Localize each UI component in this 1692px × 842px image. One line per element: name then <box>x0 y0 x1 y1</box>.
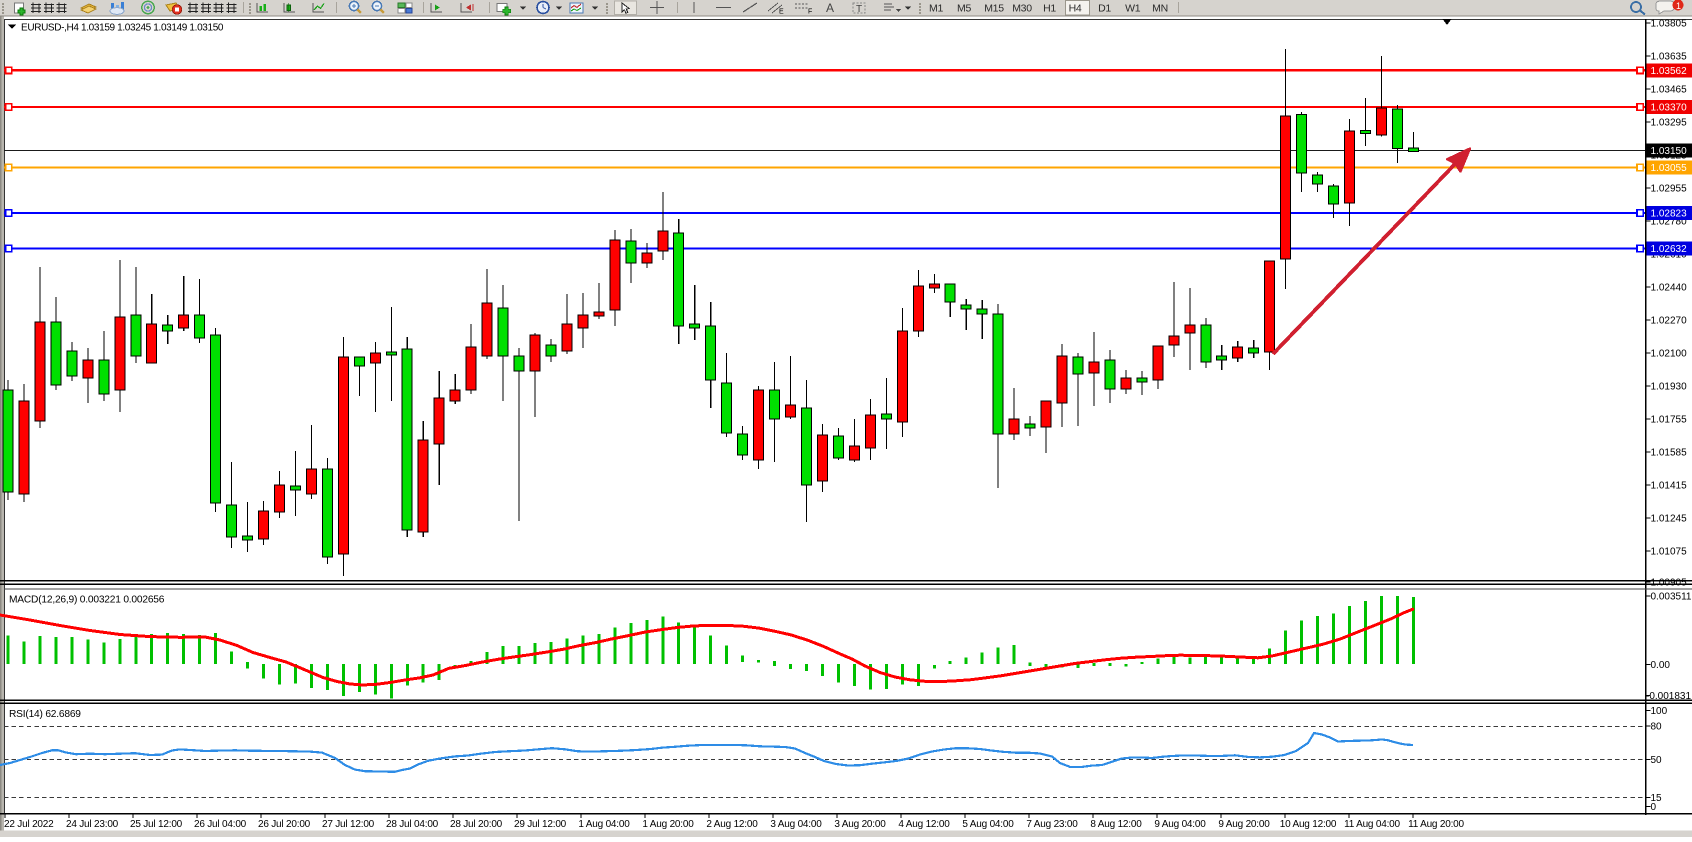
svg-text:4 Aug 12:00: 4 Aug 12:00 <box>898 819 950 830</box>
svg-text:2 Aug 12:00: 2 Aug 12:00 <box>706 819 758 830</box>
svg-text:1.03805: 1.03805 <box>1651 19 1688 30</box>
svg-text:1.03465: 1.03465 <box>1651 85 1688 96</box>
svg-text:9 Aug 04:00: 9 Aug 04:00 <box>1154 819 1206 830</box>
svg-text:D1: D1 <box>1098 3 1111 15</box>
svg-text:1: 1 <box>1676 1 1681 11</box>
svg-text:26 Jul 04:00: 26 Jul 04:00 <box>194 819 247 830</box>
svg-text:1.03295: 1.03295 <box>1651 118 1688 129</box>
svg-text:27 Jul 12:00: 27 Jul 12:00 <box>322 819 375 830</box>
svg-text:3 Aug 04:00: 3 Aug 04:00 <box>770 819 822 830</box>
svg-text:A: A <box>826 1 834 15</box>
svg-text:5 Aug 04:00: 5 Aug 04:00 <box>962 819 1014 830</box>
svg-text:F: F <box>808 9 812 16</box>
svg-text:1.00905: 1.00905 <box>1651 578 1688 589</box>
svg-text:1.02270: 1.02270 <box>1651 316 1688 327</box>
svg-text:-0.001831: -0.001831 <box>1646 691 1691 702</box>
svg-text:10 Aug 12:00: 10 Aug 12:00 <box>1280 819 1337 830</box>
svg-text:22 Jul 2022: 22 Jul 2022 <box>4 819 54 830</box>
svg-text:1.01245: 1.01245 <box>1651 514 1688 525</box>
svg-text:RSI(14) 62.6869: RSI(14) 62.6869 <box>9 709 81 720</box>
svg-text:1.01075: 1.01075 <box>1651 547 1688 558</box>
svg-text:9 Aug 20:00: 9 Aug 20:00 <box>1218 819 1270 830</box>
svg-text:1.03370: 1.03370 <box>1651 103 1688 114</box>
svg-text:MACD(12,26,9) 0.003221 0.00265: MACD(12,26,9) 0.003221 0.002656 <box>9 595 165 606</box>
svg-text:1.02823: 1.02823 <box>1651 209 1688 220</box>
svg-text:EURUSD-,H4 1.03159 1.03245 1.: EURUSD-,H4 1.03159 1.03245 1.03149 1.031… <box>21 23 224 34</box>
svg-text:1.02632: 1.02632 <box>1651 244 1688 255</box>
svg-text:1.02440: 1.02440 <box>1651 283 1688 294</box>
svg-text:1.03635: 1.03635 <box>1651 52 1688 63</box>
svg-text:1.01755: 1.01755 <box>1651 415 1688 426</box>
svg-text:1 Aug 20:00: 1 Aug 20:00 <box>642 819 694 830</box>
svg-text:1.02955: 1.02955 <box>1651 184 1688 195</box>
svg-text:11 Aug 04:00: 11 Aug 04:00 <box>1344 819 1400 830</box>
svg-text:1 Aug 04:00: 1 Aug 04:00 <box>578 819 630 830</box>
svg-text:11 Aug 20:00: 11 Aug 20:00 <box>1408 819 1464 830</box>
svg-text:T: T <box>856 4 862 15</box>
svg-text:E: E <box>779 9 784 16</box>
svg-text:1.03562: 1.03562 <box>1651 66 1688 77</box>
svg-text:25 Jul 12:00: 25 Jul 12:00 <box>130 819 183 830</box>
svg-text:0: 0 <box>1651 802 1657 813</box>
svg-text:28 Jul 04:00: 28 Jul 04:00 <box>386 819 439 830</box>
svg-text:1.01415: 1.01415 <box>1651 481 1688 492</box>
svg-text:0.003511: 0.003511 <box>1651 592 1692 603</box>
svg-text:1.03055: 1.03055 <box>1651 163 1688 174</box>
svg-text:M5: M5 <box>957 3 971 15</box>
svg-text:50: 50 <box>1651 755 1663 766</box>
svg-text:8 Aug 12:00: 8 Aug 12:00 <box>1090 819 1142 830</box>
svg-text:M30: M30 <box>1012 3 1032 15</box>
svg-text:M1: M1 <box>929 3 943 15</box>
svg-text:1.01930: 1.01930 <box>1651 382 1688 393</box>
svg-text:0.00: 0.00 <box>1651 660 1671 671</box>
svg-text:H1: H1 <box>1043 3 1056 15</box>
svg-text:28 Jul 20:00: 28 Jul 20:00 <box>450 819 503 830</box>
svg-text:7 Aug 23:00: 7 Aug 23:00 <box>1026 819 1078 830</box>
svg-text:1.01585: 1.01585 <box>1651 448 1688 459</box>
svg-text:M15: M15 <box>984 3 1004 15</box>
svg-text:H4: H4 <box>1069 3 1082 15</box>
svg-text:1.02100: 1.02100 <box>1651 349 1688 360</box>
svg-text:1.03150: 1.03150 <box>1651 146 1688 157</box>
svg-text:24 Jul 23:00: 24 Jul 23:00 <box>66 819 119 830</box>
svg-text:100: 100 <box>1651 706 1668 717</box>
svg-text:W1: W1 <box>1125 3 1141 15</box>
svg-text:MN: MN <box>1152 3 1168 15</box>
svg-text:26 Jul 20:00: 26 Jul 20:00 <box>258 819 311 830</box>
svg-text:80: 80 <box>1651 722 1663 733</box>
svg-text:29 Jul 12:00: 29 Jul 12:00 <box>514 819 567 830</box>
svg-text:3 Aug 20:00: 3 Aug 20:00 <box>834 819 886 830</box>
